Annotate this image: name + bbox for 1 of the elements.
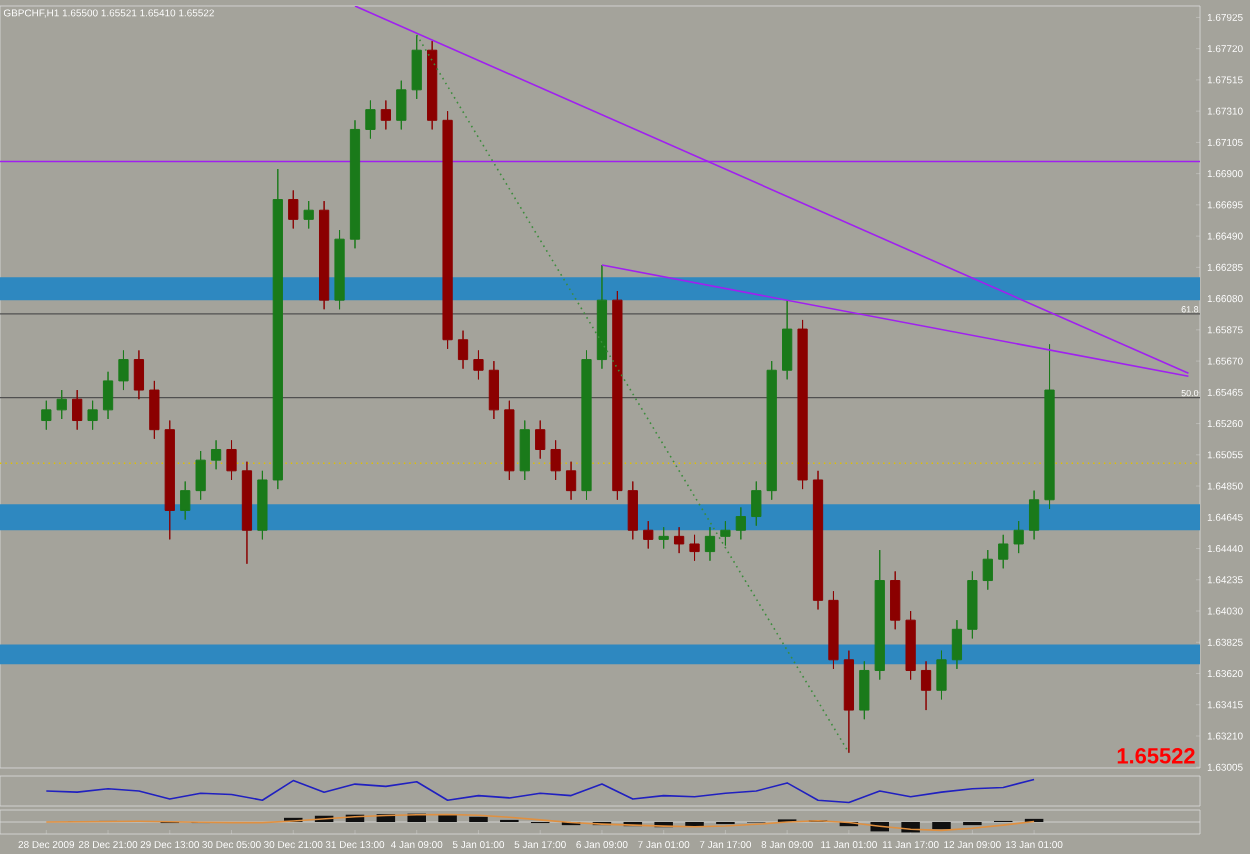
annotation: 1.65522 — [1117, 748, 1195, 764]
